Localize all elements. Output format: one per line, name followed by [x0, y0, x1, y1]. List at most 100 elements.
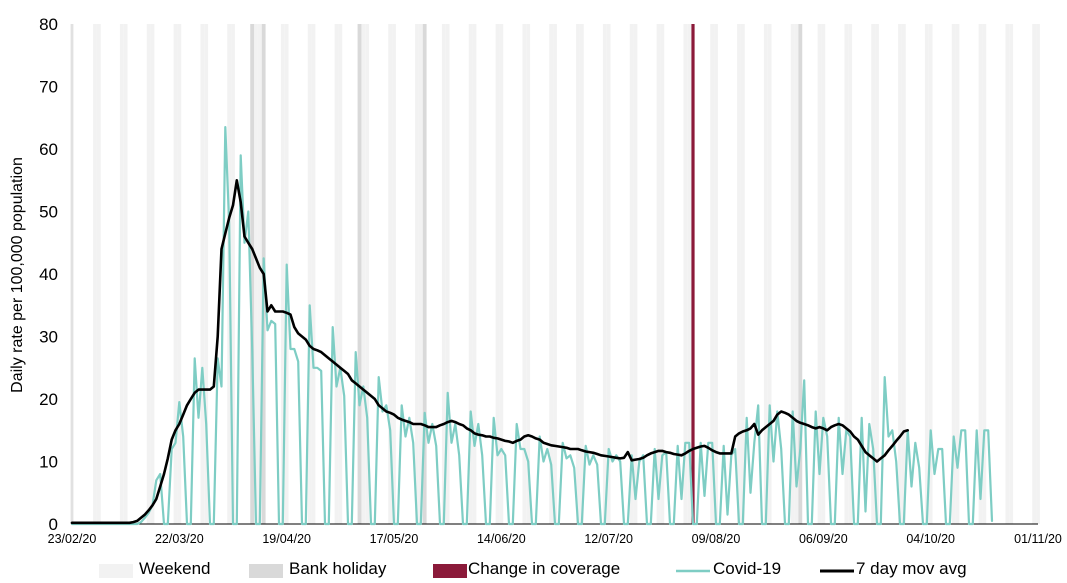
weekend-band [606, 24, 611, 524]
weekend-band [553, 24, 557, 524]
y-tick-label: 80 [39, 15, 58, 34]
weekend-band [311, 24, 316, 524]
y-tick-label: 50 [39, 203, 58, 222]
bank-holiday-band [798, 24, 803, 524]
background-bands [70, 24, 1040, 524]
legend-label-change-in-coverage: Change in coverage [468, 559, 620, 578]
weekend-band [177, 24, 182, 524]
x-tick-label: 19/04/20 [262, 532, 311, 546]
weekend-band [660, 24, 665, 524]
weekend-band [549, 24, 554, 524]
weekend-band [951, 24, 956, 524]
weekend-band [522, 24, 527, 524]
change-in-coverage-line [691, 24, 695, 524]
weekend-band [445, 24, 450, 524]
weekend-band [576, 24, 580, 524]
legend-label-bank-holiday: Bank holiday [289, 559, 387, 578]
weekend-band [338, 24, 343, 524]
y-tick-label: 20 [39, 390, 58, 409]
weekend-band [978, 24, 983, 524]
moving-average-line [70, 179, 910, 525]
weekend-band [334, 24, 339, 524]
weekend-band [629, 24, 634, 524]
x-tick-label: 14/06/20 [477, 532, 526, 546]
legend-label-weekend: Weekend [139, 559, 211, 578]
weekend-band [875, 24, 879, 524]
x-tick-label: 22/03/20 [155, 532, 204, 546]
weekend-band [96, 24, 101, 524]
weekend-band [928, 24, 933, 524]
weekend-band [472, 24, 477, 524]
weekend-band [1005, 24, 1010, 524]
series-group [70, 125, 994, 526]
weekend-band [790, 24, 795, 524]
weekend-band [794, 24, 799, 524]
weekend-band [740, 24, 745, 524]
weekend-band [763, 24, 768, 524]
weekend-band [499, 24, 504, 524]
weekend-band [468, 24, 473, 524]
y-axis-label: Daily rate per 100,000 population [9, 157, 26, 393]
y-tick-labels: 0 10 20 30 40 50 60 70 80 [39, 15, 58, 534]
weekend-band [683, 24, 688, 524]
x-tick-label: 01/11/20 [1014, 532, 1062, 546]
weekend-band [280, 24, 285, 524]
weekend-band [392, 24, 396, 524]
weekend-band [254, 24, 258, 524]
weekend-band [365, 24, 370, 524]
weekend-band [173, 24, 178, 524]
x-tick-label: 23/02/20 [48, 532, 97, 546]
weekend-band [848, 24, 853, 524]
weekend-band [844, 24, 849, 524]
weekend-band [955, 24, 960, 524]
x-tick-label: 06/09/20 [799, 532, 848, 546]
weekend-band [898, 24, 902, 524]
weekend-band [119, 24, 124, 524]
weekend-band [257, 24, 262, 524]
weekend-band [418, 24, 423, 524]
legend-label-covid-19: Covid-19 [713, 559, 781, 578]
y-tick-label: 60 [39, 140, 58, 159]
x-tick-label: 17/05/20 [370, 532, 419, 546]
y-tick-label: 30 [39, 328, 58, 347]
weekend-band [982, 24, 987, 524]
x-tick-label: 12/07/20 [584, 532, 633, 546]
weekend-band [737, 24, 741, 524]
weekend-band [526, 24, 531, 524]
y-tick-label: 10 [39, 453, 58, 472]
bank-holiday-band [250, 24, 255, 524]
bank-holiday-band [422, 24, 427, 524]
legend-swatch-change-in-coverage [433, 564, 467, 578]
bank-holiday-band [357, 24, 362, 524]
weekend-band [767, 24, 772, 524]
weekend-band [93, 24, 97, 524]
legend-swatch-weekend [99, 564, 133, 578]
weekend-band [1009, 24, 1014, 524]
weekend-band [817, 24, 822, 524]
y-tick-label: 40 [39, 265, 58, 284]
weekend-band [146, 24, 151, 524]
weekend-band [924, 24, 929, 524]
weekend-band [1032, 24, 1037, 524]
weekend-band [714, 24, 718, 524]
weekend-band [633, 24, 638, 524]
x-tick-label: 04/10/20 [906, 532, 955, 546]
weekend-band [441, 24, 446, 524]
weekend-band [307, 24, 312, 524]
covid-19-line [70, 125, 994, 526]
weekend-band [204, 24, 209, 524]
weekend-band [415, 24, 419, 524]
legend: Weekend Bank holiday Change in coverage Cov… [99, 559, 967, 578]
weekend-band [231, 24, 235, 524]
weekend-band [821, 24, 826, 524]
weekend-band [388, 24, 393, 524]
weekend-band [1036, 24, 1040, 524]
y-tick-label: 70 [39, 78, 58, 97]
weekend-band [710, 24, 715, 524]
weekend-band [150, 24, 155, 524]
weekend-band [602, 24, 607, 524]
x-tick-label: 09/08/20 [692, 532, 741, 546]
weekend-band [656, 24, 661, 524]
